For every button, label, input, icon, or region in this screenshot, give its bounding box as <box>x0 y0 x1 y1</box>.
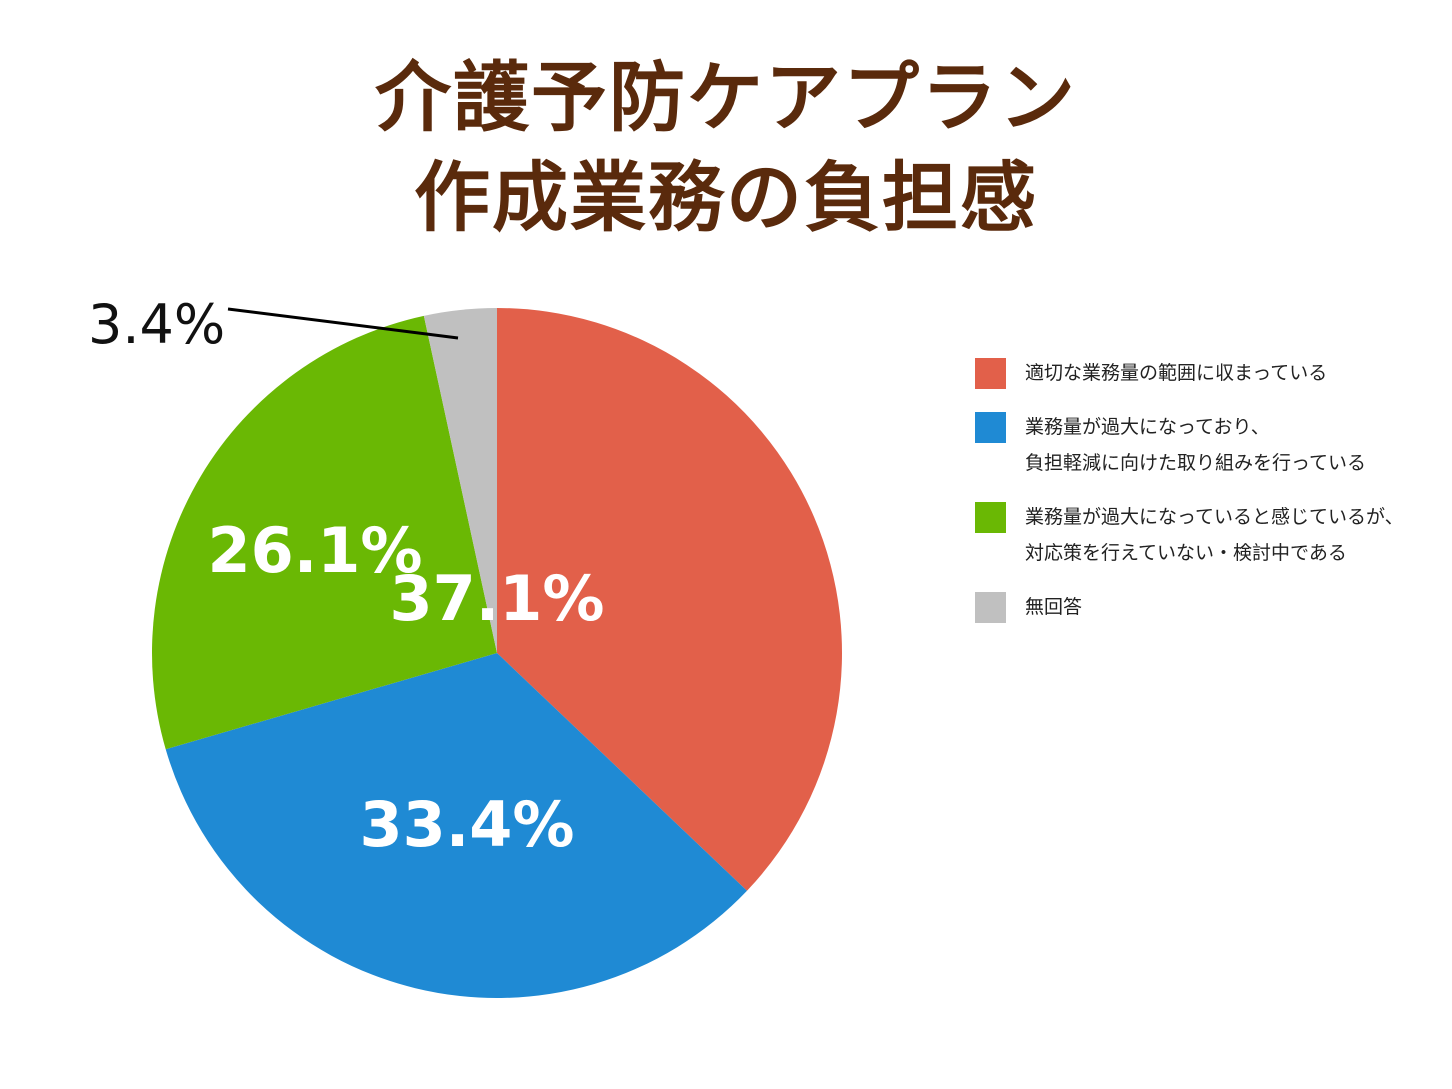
legend-label-line: 対応策を行えていない・検討中である <box>1025 542 1347 564</box>
slice-label-overloaded-not-acting: 26.1% <box>207 514 422 587</box>
chart-title: 介護予防ケアプラン 作成業務の負担感 <box>0 48 1452 248</box>
legend-swatch <box>975 412 1006 443</box>
slice-label-appropriate: 37.1% <box>389 562 604 635</box>
legend-label-line: 業務量が過大になっていると感じているが、 <box>1025 506 1404 528</box>
legend-item-overloaded-not-acting: 業務量が過大になっていると感じているが、 対応策を行えていない・検討中である <box>975 501 1445 571</box>
legend-label-line: 無回答 <box>1025 596 1083 618</box>
slice-overloaded-not-acting <box>152 315 498 750</box>
legend-swatch <box>975 358 1006 389</box>
legend-label-line: 負担軽減に向けた取り組みを行っている <box>1025 452 1367 474</box>
legend-label: 無回答 <box>1025 589 1082 625</box>
legend: 適切な業務量の範囲に収まっている 業務量が過大になっており、負担軽減に向けた取り組… <box>975 357 1445 645</box>
slice-label-no-answer: 3.4% <box>88 293 225 356</box>
legend-label: 業務量が過大になっていると感じているが、 対応策を行えていない・検討中である <box>1025 499 1404 571</box>
slice-overloaded-acting <box>165 653 748 998</box>
legend-swatch <box>975 592 1006 623</box>
chart-title-line1: 介護予防ケアプラン <box>375 53 1077 142</box>
legend-label-line: 適切な業務量の範囲に収まっている <box>1025 362 1328 384</box>
chart-title-line2: 作成業務の負担感 <box>414 153 1038 242</box>
slice-no-answer <box>423 308 497 653</box>
legend-label-line: 業務量が過大になっており、 <box>1025 416 1270 438</box>
slice-label-overloaded-acting: 33.4% <box>359 788 574 861</box>
legend-item-no-answer: 無回答 <box>975 591 1445 625</box>
legend-item-overloaded-acting: 業務量が過大になっており、負担軽減に向けた取り組みを行っている <box>975 411 1445 481</box>
slice-appropriate <box>497 308 842 891</box>
legend-swatch <box>975 502 1006 533</box>
legend-label: 適切な業務量の範囲に収まっている <box>1025 355 1327 391</box>
legend-label: 業務量が過大になっており、負担軽減に向けた取り組みを行っている <box>1025 409 1366 481</box>
legend-item-appropriate: 適切な業務量の範囲に収まっている <box>975 357 1445 391</box>
callout-line <box>227 307 459 340</box>
